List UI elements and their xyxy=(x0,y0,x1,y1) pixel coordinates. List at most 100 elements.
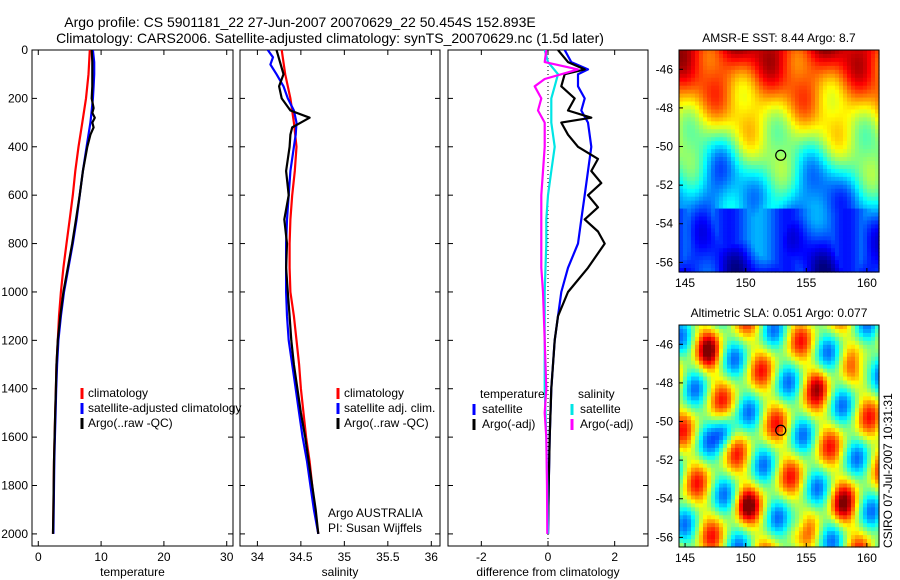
heatmap-cell xyxy=(775,101,780,107)
heatmap-cell xyxy=(763,248,768,253)
heatmap-cell xyxy=(743,168,748,174)
heatmap-cell xyxy=(691,491,696,497)
heatmap-cell xyxy=(763,432,768,437)
heatmap-cell xyxy=(703,153,708,158)
heatmap-cell xyxy=(779,360,784,366)
heatmap-cell xyxy=(827,53,832,59)
heatmap-cell xyxy=(775,200,780,206)
heatmap-cell xyxy=(839,168,844,174)
heatmap-cell xyxy=(775,499,780,504)
heatmap-cell xyxy=(863,252,868,257)
heatmap-cell xyxy=(767,125,772,130)
heatmap-cell xyxy=(787,491,792,497)
heatmap-cell xyxy=(751,208,756,214)
heatmap-cell xyxy=(727,145,732,150)
heatmap-cell xyxy=(719,507,724,512)
heatmap-cell xyxy=(775,117,780,122)
heatmap-cell xyxy=(799,412,804,417)
heatmap-cell xyxy=(815,412,820,417)
heatmap-cell xyxy=(791,69,796,75)
heatmap-cell xyxy=(683,176,688,182)
heatmap-cell xyxy=(799,188,804,194)
heatmap-cell xyxy=(859,192,864,198)
heatmap-cell xyxy=(755,499,760,504)
heatmap-cell xyxy=(755,161,760,166)
heatmap-cell xyxy=(739,543,744,548)
heatmap-cell xyxy=(683,113,688,118)
heatmap-cell xyxy=(691,200,696,206)
heatmap-cell xyxy=(755,77,760,83)
heatmap-cell xyxy=(775,268,780,273)
heatmap-cell xyxy=(743,471,748,477)
heatmap-cell xyxy=(735,93,740,99)
heatmap-cell xyxy=(735,141,740,146)
heatmap-cell xyxy=(779,105,784,111)
heatmap-cell xyxy=(747,164,752,170)
heatmap-cell xyxy=(863,109,868,115)
heatmap-cell xyxy=(743,507,748,512)
heatmap-cell xyxy=(703,176,708,182)
heatmap-cell xyxy=(719,360,724,366)
heatmap-cell xyxy=(711,268,716,273)
heatmap-cell xyxy=(731,252,736,257)
heatmap-cell xyxy=(735,157,740,162)
heatmap-cell xyxy=(711,145,716,150)
heatmap-cell xyxy=(807,61,812,67)
heatmap-cell xyxy=(719,204,724,210)
heatmap-cell xyxy=(795,121,800,126)
heatmap-cell xyxy=(687,360,692,366)
heatmap-cell xyxy=(823,145,828,150)
heatmap-cell xyxy=(815,432,820,437)
heatmap-cell xyxy=(687,73,692,79)
heatmap-cell xyxy=(775,372,780,378)
heatmap-cell xyxy=(875,157,880,162)
heatmap-cell xyxy=(787,129,792,134)
heatmap-cell xyxy=(683,117,688,122)
heatmap-cell xyxy=(791,487,796,493)
heatmap-cell xyxy=(679,184,684,190)
heatmap-cell xyxy=(687,471,692,477)
heatmap-cell xyxy=(755,467,760,473)
heatmap-cell xyxy=(703,105,708,111)
heatmap-cell xyxy=(823,212,828,218)
heatmap-cell xyxy=(783,81,788,87)
heatmap-cell xyxy=(731,89,736,95)
heatmap-cell xyxy=(711,451,716,457)
heatmap-cell xyxy=(827,69,832,75)
heatmap-cell xyxy=(875,133,880,138)
heatmap-cell xyxy=(727,380,732,386)
heatmap-cell xyxy=(803,125,808,130)
heatmap-cell xyxy=(811,93,816,99)
heatmap-cell xyxy=(799,97,804,103)
heatmap-cell xyxy=(731,443,736,449)
heatmap-cell xyxy=(767,228,772,233)
heatmap-cell xyxy=(827,133,832,138)
heatmap-cell xyxy=(747,535,752,540)
heatmap-cell xyxy=(787,535,792,540)
heatmap-cell xyxy=(779,408,784,413)
heatmap-cell xyxy=(751,216,756,222)
heatmap-cell xyxy=(787,172,792,178)
heatmap-cell xyxy=(743,523,748,528)
heatmap-cell xyxy=(775,252,780,257)
heatmap-cell xyxy=(863,101,868,107)
heatmap-cell xyxy=(815,491,820,497)
heatmap-cell xyxy=(723,105,728,111)
heatmap-cell xyxy=(815,515,820,520)
heatmap-cell xyxy=(763,164,768,170)
heatmap-cell xyxy=(683,467,688,473)
heatmap-cell xyxy=(695,105,700,111)
heatmap-cell xyxy=(691,328,696,334)
heatmap-cell xyxy=(799,416,804,421)
heatmap-cell xyxy=(715,168,720,174)
heatmap-cell xyxy=(803,439,808,445)
heatmap-cell xyxy=(771,109,776,115)
heatmap-cell xyxy=(867,192,872,198)
heatmap-cell xyxy=(795,356,800,362)
heatmap-cell xyxy=(851,240,856,245)
heatmap-cell xyxy=(707,220,712,226)
heatmap-cell xyxy=(695,420,700,425)
heatmap-cell xyxy=(755,475,760,481)
heatmap-cell xyxy=(811,69,816,75)
heatmap-cell xyxy=(791,527,796,532)
